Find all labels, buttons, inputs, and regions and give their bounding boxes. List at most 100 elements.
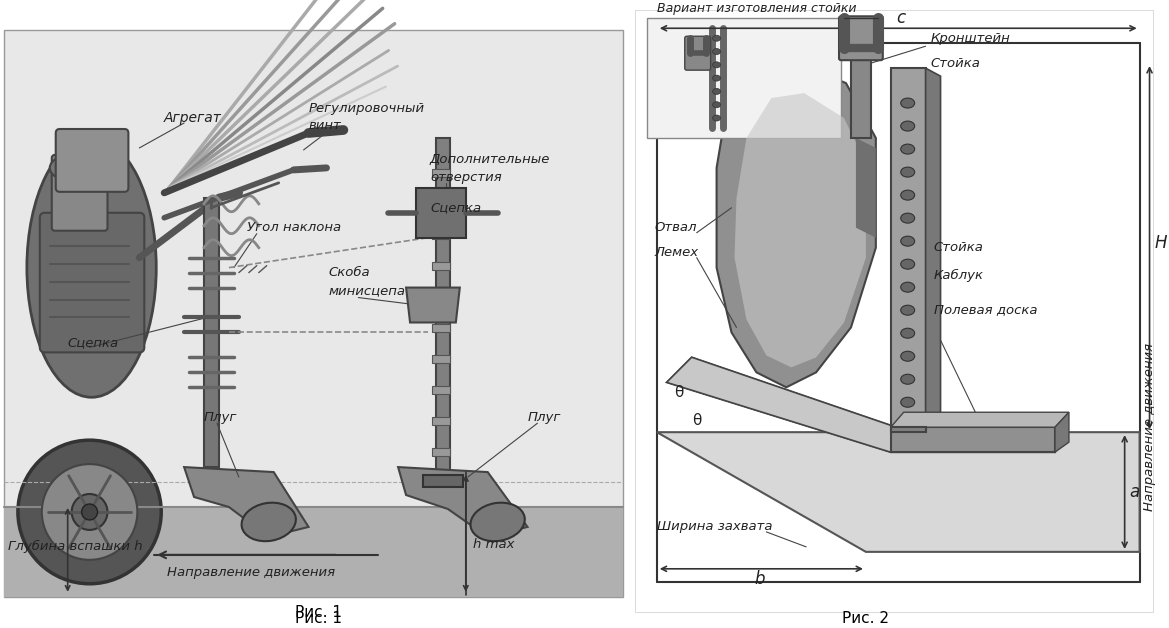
Text: Рис. 1: Рис. 1: [295, 605, 343, 620]
Text: H: H: [1155, 234, 1167, 252]
FancyBboxPatch shape: [839, 16, 883, 60]
Ellipse shape: [901, 351, 914, 361]
Text: Агрегат: Агрегат: [164, 111, 222, 125]
Ellipse shape: [901, 305, 914, 315]
Ellipse shape: [901, 236, 914, 246]
Text: Плуг: Плуг: [205, 411, 237, 424]
Polygon shape: [399, 467, 527, 537]
Text: Скоба: Скоба: [328, 266, 371, 279]
Ellipse shape: [901, 259, 914, 269]
FancyBboxPatch shape: [40, 213, 144, 352]
Ellipse shape: [901, 398, 914, 407]
Bar: [423, 475, 463, 487]
Polygon shape: [416, 188, 465, 238]
Text: Лемех: Лемех: [655, 246, 699, 259]
Polygon shape: [666, 357, 1054, 452]
Polygon shape: [851, 58, 871, 138]
Text: Ширина захвата: Ширина захвата: [657, 521, 773, 533]
Polygon shape: [185, 467, 309, 537]
Bar: [433, 169, 450, 177]
Text: Сцепка: Сцепка: [68, 336, 119, 349]
Bar: [433, 386, 450, 394]
Polygon shape: [856, 138, 876, 238]
Text: Полевая доска: Полевая доска: [934, 303, 1037, 316]
Ellipse shape: [27, 138, 157, 398]
Ellipse shape: [901, 213, 914, 223]
Text: Направление движения: Направление движения: [1142, 343, 1156, 511]
Bar: [433, 355, 450, 363]
Bar: [433, 262, 450, 270]
Polygon shape: [1054, 412, 1068, 452]
Bar: [433, 448, 450, 456]
FancyBboxPatch shape: [56, 129, 129, 192]
Bar: [433, 324, 450, 332]
Ellipse shape: [713, 102, 720, 108]
Text: Кронштейн: Кронштейн: [931, 32, 1010, 45]
Polygon shape: [436, 138, 450, 482]
Polygon shape: [406, 288, 459, 322]
Circle shape: [18, 440, 161, 584]
Text: Каблук: Каблук: [934, 269, 983, 282]
Text: отверстия: отверстия: [430, 171, 502, 185]
Polygon shape: [926, 68, 941, 440]
Text: Стойка: Стойка: [934, 241, 983, 254]
Text: Угол наклона: Угол наклона: [247, 221, 341, 234]
Text: c: c: [897, 9, 905, 27]
Text: Стойка: Стойка: [931, 57, 981, 70]
Ellipse shape: [713, 62, 720, 68]
Ellipse shape: [713, 115, 720, 121]
Ellipse shape: [901, 374, 914, 384]
Bar: [433, 293, 450, 301]
Text: винт: винт: [309, 119, 341, 131]
Ellipse shape: [901, 190, 914, 200]
Circle shape: [71, 494, 108, 530]
Text: минисцепа: минисцепа: [328, 284, 406, 297]
Ellipse shape: [713, 35, 720, 41]
Ellipse shape: [901, 98, 914, 108]
FancyBboxPatch shape: [685, 36, 711, 70]
Text: θ: θ: [675, 385, 684, 400]
Polygon shape: [891, 68, 926, 432]
Ellipse shape: [242, 502, 296, 541]
Ellipse shape: [901, 282, 914, 292]
Polygon shape: [657, 432, 1140, 552]
Text: b: b: [754, 570, 765, 588]
Ellipse shape: [713, 48, 720, 55]
Polygon shape: [891, 427, 1054, 452]
Bar: [433, 417, 450, 425]
Text: Вариант изготовления стойки: Вариант изготовления стойки: [657, 2, 857, 15]
Ellipse shape: [713, 89, 720, 94]
Polygon shape: [891, 412, 1068, 427]
Bar: [4, 30, 623, 597]
Text: Сцепка: Сцепка: [430, 202, 482, 214]
Polygon shape: [891, 427, 926, 432]
Text: a: a: [1129, 483, 1140, 501]
Text: Отвал: Отвал: [655, 221, 698, 234]
Circle shape: [42, 464, 137, 560]
Text: Направление движения: Направление движения: [167, 566, 336, 579]
Text: Глубина вспашки h: Глубина вспашки h: [8, 540, 143, 553]
Circle shape: [82, 504, 97, 520]
FancyBboxPatch shape: [51, 155, 108, 230]
Ellipse shape: [901, 167, 914, 177]
Ellipse shape: [901, 144, 914, 154]
Text: h max: h max: [472, 538, 514, 551]
Bar: [433, 200, 450, 208]
Ellipse shape: [713, 75, 720, 81]
Polygon shape: [205, 198, 219, 467]
Text: Дополнительные: Дополнительные: [430, 153, 551, 166]
Bar: [646, 18, 841, 138]
Ellipse shape: [50, 153, 110, 183]
Text: Рис. 2: Рис. 2: [843, 611, 890, 626]
Polygon shape: [666, 357, 1054, 452]
Polygon shape: [734, 93, 866, 367]
Bar: [635, 10, 1153, 612]
Ellipse shape: [901, 121, 914, 131]
Text: Регулировочный: Регулировочный: [309, 102, 424, 114]
Bar: [433, 231, 450, 239]
Ellipse shape: [901, 328, 914, 338]
Text: Рис. 1: Рис. 1: [295, 611, 343, 626]
Text: θ: θ: [692, 413, 701, 428]
Text: Плуг: Плуг: [527, 411, 561, 424]
Ellipse shape: [470, 502, 525, 541]
